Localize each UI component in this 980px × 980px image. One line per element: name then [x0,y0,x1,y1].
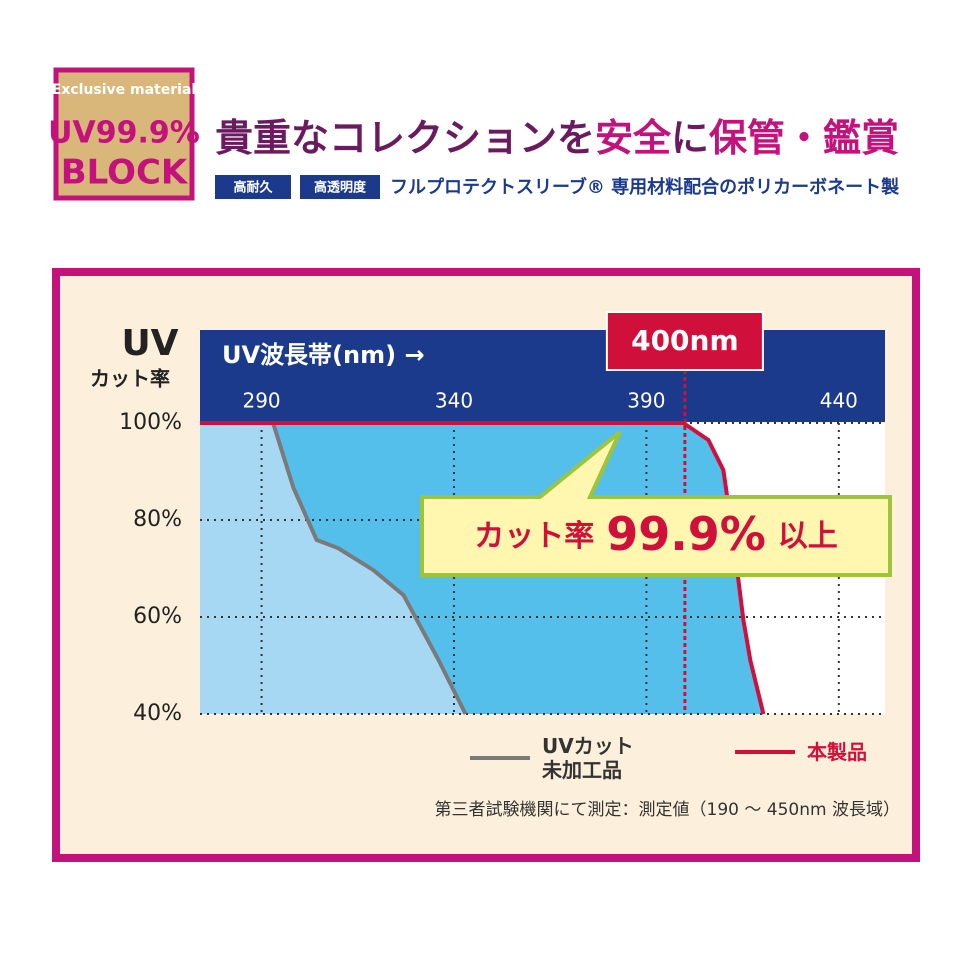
badge-bottom: BLOCK [61,153,189,193]
marker-box [605,311,764,371]
badge-middle: UV99.9% [48,116,200,151]
legend-label: 本製品 [807,740,867,764]
legend-item: 本製品 [735,740,907,764]
y-axis-title: カット率 [90,367,170,391]
series-line [200,421,468,715]
y-tick-label: 60% [133,604,182,629]
area [200,423,466,714]
tag-box [300,175,380,199]
callout-suffix: 以上 [778,519,838,554]
plot: 40% 60% 80% 100% 290 340 390 440 400nm カット率 99.9% 以… [119,311,892,726]
title-part: 保管・鑑賞 [709,116,899,160]
x-tick-label: 440 [820,389,858,413]
marker-label: 400nm [631,324,739,357]
legend-swatch [470,756,530,760]
callout-box [420,430,892,577]
x-tick-label: 290 [242,389,280,413]
header-title: 貴重なコレクションを安全に保管・鑑賞 [215,116,899,160]
badge-top: Exclusive material [52,82,196,98]
badge [53,67,195,201]
note: 第三者試験機関にて測定：測定値（190 〜 450nm 波長域） [435,800,900,820]
tag-box [215,175,291,199]
callout-main: 99.9% [606,507,766,561]
legend-swatch [735,750,795,754]
header-subtitle: フルプロテクトスリーブ® 専用材料配合のポリカーボネート製 [390,176,899,198]
title-part: 貴重なコレクションを [215,116,595,160]
callout-text: カット率 99.9% 以上 [474,507,838,561]
title-part: に [671,116,709,160]
tag: 高耐久 [233,180,273,196]
callout-prefix: カット率 [474,519,594,554]
legend-label: UVカット未加工品 [542,734,634,782]
x-axis-title: UV波長帯(nm) → [222,341,425,369]
tag: 高透明度 [314,180,367,196]
title-part: 安全 [595,116,672,160]
y-tick-label: 40% [133,701,182,726]
legend-item: UVカット未加工品 [470,734,642,782]
y-tick-label: 100% [119,410,182,435]
x-tick-label: 390 [627,389,665,413]
axis-band [200,330,885,422]
x-tick-label: 340 [435,389,473,413]
y-tick-label: 80% [133,507,182,532]
y-axis-title: UV [121,323,178,364]
